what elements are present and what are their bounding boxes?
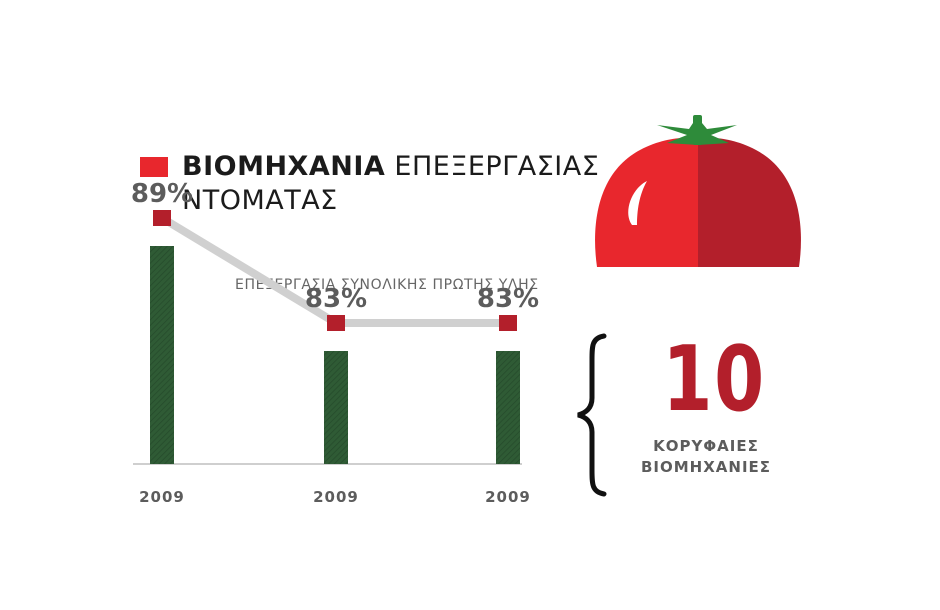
caption-line2: ΒΙΟΜΗΧΑΝΙΕΣ <box>640 458 772 476</box>
page-title: ΒΙΟΜΗΧΑΝΙΑ ΕΠΕΞΕΡΓΑΣΙΑΣ ΝΤΟΜΑΤΑΣ <box>182 150 599 218</box>
caption-line1: ΚΟΡΥΦΑΙΕΣ <box>653 437 759 455</box>
value-label-2: 83% <box>477 284 539 314</box>
tomato-icon <box>595 115 801 267</box>
point-marker-2 <box>499 315 517 331</box>
title-line2: ΝΤΟΜΑΤΑΣ <box>182 185 338 216</box>
title-rest: ΕΠΕΞΕΡΓΑΣΙΑΣ <box>394 151 600 182</box>
bar-line-chart: 89% 83% 83% 2009 2009 2009 <box>131 179 539 506</box>
title-marker <box>140 157 168 177</box>
chart-subtitle: ΕΠΕΞΕΡΓΑΣΙΑ ΣΥΝΟΛΙΚΗΣ ΠΡΩΤΗΣ ΥΛΗΣ <box>235 277 539 293</box>
x-tick-label-1: 2009 <box>313 488 359 506</box>
x-tick-label-0: 2009 <box>139 488 185 506</box>
bar-2 <box>496 351 520 464</box>
point-marker-1 <box>327 315 345 331</box>
value-label-0: 89% <box>131 179 193 209</box>
bar-0 <box>150 246 174 464</box>
value-label-1: 83% <box>305 284 367 314</box>
point-marker-0 <box>153 210 171 226</box>
bar-1 <box>324 351 348 464</box>
curly-brace-icon <box>577 333 607 497</box>
x-tick-label-2: 2009 <box>485 488 531 506</box>
big-number-caption: ΚΟΡΥΦΑΙΕΣ ΒΙΟΜΗΧΑΝΙΕΣ <box>620 436 792 478</box>
big-number: 10 <box>662 327 766 432</box>
title-bold: ΒΙΟΜΗΧΑΝΙΑ <box>182 151 386 182</box>
